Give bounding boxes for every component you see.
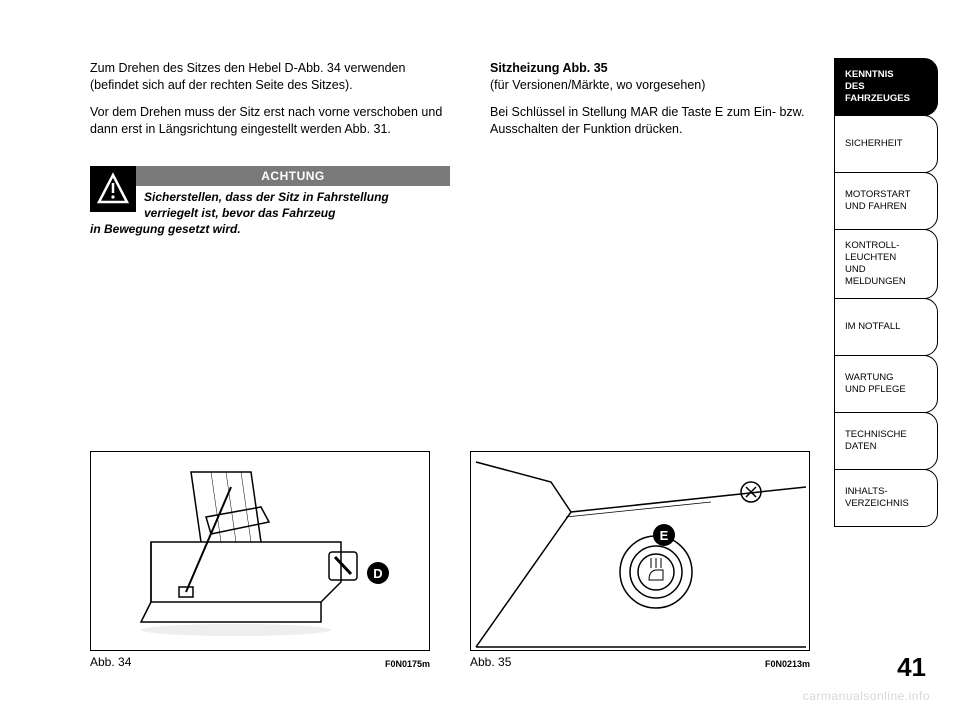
figure-34: D Abb. 34 F0N0175m: [90, 451, 430, 669]
callout-e: E: [653, 524, 675, 546]
side-tab[interactable]: SICHERHEIT: [834, 115, 938, 173]
side-tab[interactable]: KONTROLL-LEUCHTENUND MELDUNGEN: [834, 229, 938, 299]
figure-34-caption-row: Abb. 34 F0N0175m: [90, 655, 430, 669]
right-heading-sub: (für Versionen/Märkte, wo vorgesehen): [490, 78, 705, 92]
side-tab[interactable]: IM NOTFALL: [834, 298, 938, 356]
warning-body: ACHTUNG Sicherstellen, dass der Sitz in …: [136, 166, 450, 222]
warning-text: Sicherstellen, dass der Sitz in Fahrstel…: [136, 186, 450, 221]
figure-34-code: F0N0175m: [385, 659, 430, 669]
warning-header: ACHTUNG: [136, 166, 450, 186]
watermark: carmanualsonline.info: [803, 689, 930, 703]
figure-35-illustration: [471, 452, 811, 652]
side-tab[interactable]: INHALTS-VERZEICHNIS: [834, 469, 938, 527]
left-para-2: Vor dem Drehen muss der Sitz erst nach v…: [90, 104, 450, 138]
figure-35-caption-row: Abb. 35 F0N0213m: [470, 655, 810, 669]
page-number: 41: [897, 652, 926, 683]
left-para-1: Zum Drehen des Sitzes den Hebel D-Abb. 3…: [90, 60, 450, 94]
right-heading: Sitzheizung Abb. 35 (für Versionen/Märkt…: [490, 60, 810, 94]
content-columns: Zum Drehen des Sitzes den Hebel D-Abb. 3…: [90, 60, 810, 237]
warning-tail: in Bewegung gesetzt wird.: [90, 221, 450, 237]
right-para-1: Bei Schlüssel in Stellung MAR die Taste …: [490, 104, 810, 138]
figure-34-illustration: [91, 452, 431, 652]
right-column: Sitzheizung Abb. 35 (für Versionen/Märkt…: [490, 60, 810, 237]
figure-35-frame: E: [470, 451, 810, 651]
warning-triangle-icon: [90, 166, 136, 212]
figure-34-frame: D: [90, 451, 430, 651]
callout-d: D: [367, 562, 389, 584]
figures-row: D Abb. 34 F0N0175m: [90, 451, 810, 669]
warning-box: ACHTUNG Sicherstellen, dass der Sitz in …: [90, 166, 450, 222]
side-tab[interactable]: WARTUNGUND PFLEGE: [834, 355, 938, 413]
side-tabs: KENNTNISDES FAHRZEUGESSICHERHEITMOTORSTA…: [834, 58, 938, 526]
left-column: Zum Drehen des Sitzes den Hebel D-Abb. 3…: [90, 60, 450, 237]
figure-35-code: F0N0213m: [765, 659, 810, 669]
right-heading-bold: Sitzheizung Abb. 35: [490, 61, 608, 75]
figure-35: E Abb. 35 F0N0213m: [470, 451, 810, 669]
figure-35-caption: Abb. 35: [470, 655, 511, 669]
manual-page: Zum Drehen des Sitzes den Hebel D-Abb. 3…: [0, 0, 960, 709]
figure-34-caption: Abb. 34: [90, 655, 131, 669]
side-tab[interactable]: KENNTNISDES FAHRZEUGES: [834, 58, 938, 116]
side-tab[interactable]: MOTORSTARTUND FAHREN: [834, 172, 938, 230]
side-tab[interactable]: TECHNISCHEDATEN: [834, 412, 938, 470]
